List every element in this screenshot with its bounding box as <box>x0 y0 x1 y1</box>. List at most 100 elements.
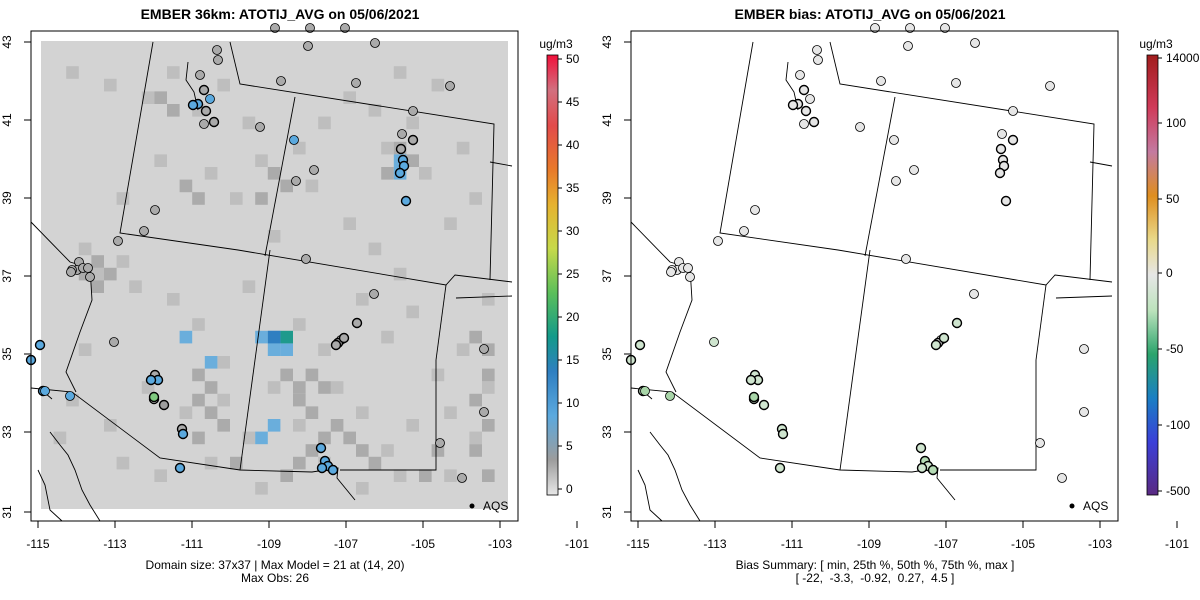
aqs-station-point <box>666 267 676 277</box>
right-colorbar-units: ug/m3 <box>1139 37 1173 51</box>
left-x-tick-label: -101 <box>565 537 589 551</box>
grid-cell <box>78 343 92 356</box>
aqs-station-point <box>158 399 170 411</box>
left-colorbar-tick-label: 5 <box>566 439 573 453</box>
grid-cell <box>104 267 117 281</box>
grid-cell <box>431 78 445 92</box>
grid-cell <box>406 305 419 319</box>
aqs-station-point <box>408 106 418 116</box>
grid-cell <box>305 179 319 193</box>
grid-cell <box>179 179 193 193</box>
aqs-station-point <box>1000 195 1012 207</box>
aqs-station-point <box>109 337 119 347</box>
grid-cell <box>192 368 205 382</box>
grid-cell <box>242 280 256 293</box>
grid-cell <box>267 330 281 344</box>
aqs-station-point <box>777 428 789 440</box>
map-axes: -115 -113 -111 -109 -107 -105 -103 -101 31 33 35 37… <box>0 35 589 551</box>
boundary-line <box>940 360 1037 471</box>
grid-cell <box>129 280 142 293</box>
grid-cell <box>293 381 306 394</box>
aqs-station-point <box>177 428 189 440</box>
aqs-station-point <box>800 105 812 117</box>
aqs-station-point <box>870 23 880 33</box>
boundary-line <box>649 431 701 522</box>
aqs-station-point <box>930 339 942 351</box>
aqs-station-point <box>808 116 820 128</box>
aqs-station-point <box>805 94 815 104</box>
aqs-station-point <box>876 76 886 86</box>
grid-cell <box>104 78 117 92</box>
aqs-station-point <box>212 45 222 55</box>
grid-cell <box>482 293 495 306</box>
aqs-station-point <box>255 122 265 132</box>
aqs-station-point <box>395 143 407 155</box>
grid-cell <box>154 91 167 104</box>
aqs-station-point <box>909 165 919 175</box>
boundary-line <box>37 469 63 522</box>
aqs-station-point <box>407 134 419 146</box>
aqs-station-point <box>289 135 299 145</box>
aqs-station-point <box>916 462 928 474</box>
aqs-station-point <box>338 332 350 344</box>
grid-cell <box>356 444 369 457</box>
grid-cell <box>116 192 130 205</box>
grid-cell <box>192 318 205 331</box>
aqs-station-point <box>270 23 280 33</box>
aqs-station-point <box>1008 106 1018 116</box>
grid-cell <box>393 469 407 482</box>
grid-cell <box>318 116 331 130</box>
grid-cell <box>431 368 445 382</box>
aqs-station-point <box>435 438 445 448</box>
left-x-tick-label: -111 <box>181 537 204 551</box>
aqs-station-point <box>1079 344 1089 354</box>
right-x-tick-label: -113 <box>703 537 726 551</box>
grid-cell <box>280 179 293 193</box>
right-x-tick-label: -107 <box>934 537 958 551</box>
left-x-tick-label: -113 <box>103 537 126 551</box>
boundary-line <box>229 41 495 281</box>
grid-cell <box>255 192 268 205</box>
grid-cell <box>267 381 281 394</box>
boundary-line <box>864 96 896 257</box>
aqs-station-point <box>150 205 160 215</box>
aqs-station-point <box>969 289 979 299</box>
left-y-tick-label: 39 <box>0 191 14 205</box>
grid-cell <box>330 381 344 394</box>
aqs-station-point <box>369 289 379 299</box>
aqs-station-point <box>713 236 723 246</box>
aqs-station-point <box>748 391 760 403</box>
grid-cell <box>154 154 167 167</box>
right-colorbar-tick-label: -500 <box>1166 484 1190 498</box>
aqs-station-point <box>479 407 489 417</box>
grid-cell <box>204 356 218 369</box>
right-colorbar-tick-label: 0 <box>1166 266 1173 280</box>
grid-cell <box>192 393 205 407</box>
grid-cell <box>419 469 432 482</box>
aqs-station-point <box>905 23 915 33</box>
grid-cell <box>444 406 457 419</box>
state-boundaries <box>630 30 1118 522</box>
grid-cell <box>469 330 482 344</box>
right-colorbar-tick-label: 100 <box>1166 116 1186 130</box>
aqs-station-point <box>400 195 412 207</box>
aqs-station-point <box>758 399 770 411</box>
grid-cell <box>343 217 356 230</box>
aqs-station-point <box>915 442 927 454</box>
boundary-line <box>630 387 956 501</box>
aqs-station-point <box>394 167 406 179</box>
aqs-station-point <box>340 23 350 33</box>
aqs-station-point <box>938 332 950 344</box>
aqs-station-point <box>1035 438 1045 448</box>
aqs-station-point <box>1057 473 1067 483</box>
grid-cell <box>456 343 470 356</box>
aqs-station-point <box>303 41 313 51</box>
right-colorbar-tick-label: -100 <box>1166 418 1190 432</box>
grid-cell <box>192 192 205 205</box>
left-y-tick-label: 31 <box>0 505 14 519</box>
left-y-tick-label: 33 <box>0 425 14 439</box>
aqs-station-point <box>66 267 76 277</box>
aqs-legend-marker <box>469 503 475 509</box>
aqs-station-point <box>787 99 799 111</box>
